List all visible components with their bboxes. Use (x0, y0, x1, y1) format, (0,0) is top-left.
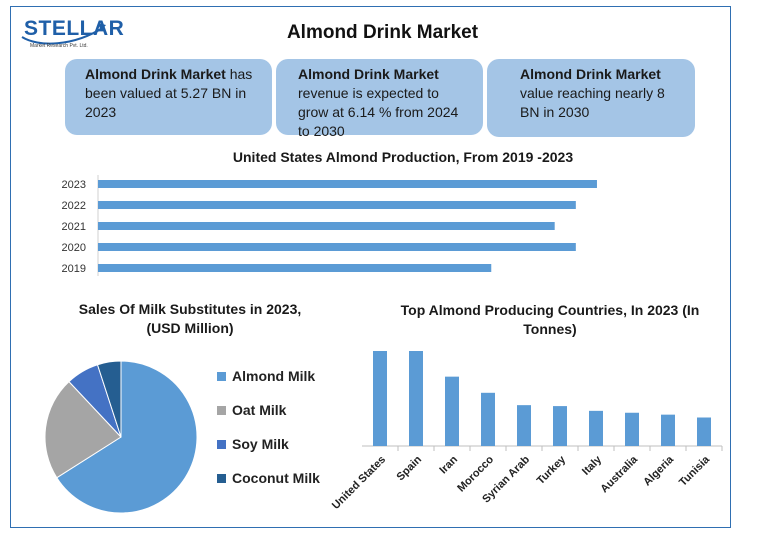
logo-wordmark: STELLAR (24, 17, 125, 40)
logo-tagline: Market Research Pvt. Ltd. (30, 43, 88, 49)
info-box-forecast: Almond Drink Market value reaching nearl… (487, 59, 695, 137)
info-box-text: has been valued at 5.27 BN in 2023 (85, 66, 253, 120)
info-box-text: revenue is expected to grow at 6.14 % fr… (298, 85, 459, 139)
legend-label: Oat Milk (232, 402, 287, 418)
legend-swatch (217, 405, 226, 415)
info-box-label: Almond Drink Market (520, 66, 661, 82)
legend-label: Soy Milk (232, 436, 289, 452)
legend-item: Almond Milk (217, 368, 315, 384)
legend-swatch (217, 371, 226, 381)
page-title: Almond Drink Market (286, 22, 479, 43)
stellar-logo: STELLAR Market Research Pvt. Ltd. (18, 13, 124, 55)
legend-item: Oat Milk (217, 402, 286, 418)
legend-label: Coconut Milk (232, 470, 320, 486)
legend-swatch (217, 473, 226, 483)
us-production-title: United States Almond Production, From 20… (232, 149, 574, 165)
info-box-growth: Almond Drink Market revenue is expected … (276, 59, 483, 139)
milk-substitutes-title: Sales Of Milk Substitutes in 2023, (USD … (78, 301, 302, 336)
info-box-valuation: Almond Drink Market has been valued at 5… (65, 59, 272, 135)
info-box-label: Almond Drink Market (298, 66, 439, 82)
info-box-text: value reaching nearly 8 BN in 2030 (520, 85, 665, 120)
info-box-label: Almond Drink Market (85, 66, 226, 82)
legend-item: Coconut Milk (217, 470, 320, 486)
legend-item: Soy Milk (217, 436, 289, 452)
top-countries-title: Top Almond Producing Countries, In 2023 … (400, 302, 700, 337)
legend-label: Almond Milk (232, 368, 316, 384)
legend-swatch (217, 439, 226, 449)
logo-swoosh-icon (21, 23, 106, 45)
